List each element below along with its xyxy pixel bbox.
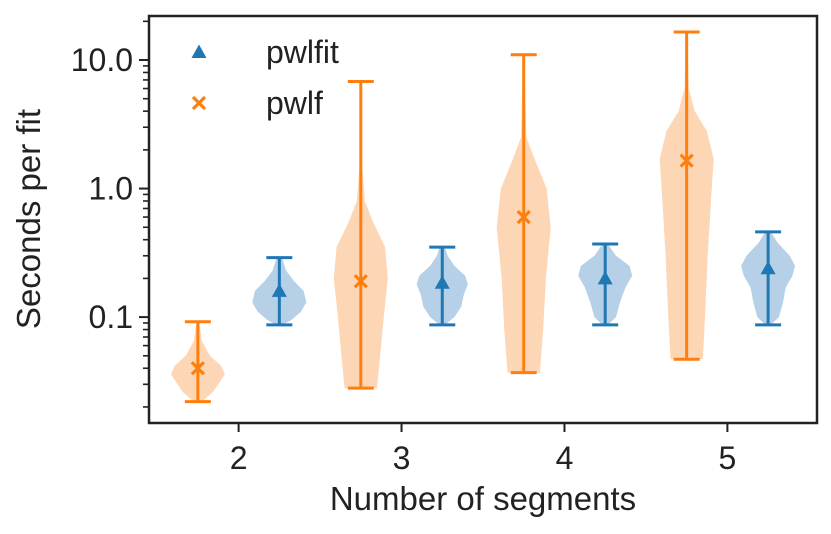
y-axis-label: Seconds per fit bbox=[10, 109, 47, 329]
plot-frame bbox=[147, 14, 819, 425]
marker-pwlfit-3 bbox=[434, 275, 450, 289]
legend-label-pwlfit: pwlfit bbox=[266, 34, 339, 70]
marker-pwlf-2 bbox=[190, 361, 206, 376]
y-tick-label: 10.0 bbox=[71, 42, 133, 78]
x-tick-label: 4 bbox=[556, 440, 574, 476]
legend-label-pwlf: pwlf bbox=[266, 85, 323, 121]
legend: pwlfit pwlf bbox=[191, 34, 339, 121]
marker-pwlf-5 bbox=[679, 153, 694, 168]
marker-pwlf-3 bbox=[353, 274, 368, 289]
marker-pwlf-4 bbox=[516, 209, 531, 225]
marker-pwlfit-4 bbox=[597, 270, 613, 285]
y-tick-label: 1.0 bbox=[89, 171, 133, 207]
x-tick-label: 2 bbox=[230, 440, 248, 476]
x-tick-label: 5 bbox=[718, 440, 736, 476]
violins bbox=[170, 32, 796, 402]
x-axis-ticks: 2 3 4 5 bbox=[230, 423, 736, 476]
x-axis-label: Number of segments bbox=[330, 480, 636, 517]
marker-pwlfit-2 bbox=[271, 283, 287, 297]
y-axis-ticks: 0.1 1.0 10.0 bbox=[71, 20, 149, 408]
legend-marker-pwlf bbox=[191, 95, 207, 111]
legend-marker-pwlfit bbox=[191, 44, 207, 58]
x-tick-label: 3 bbox=[393, 440, 411, 476]
median-markers bbox=[190, 153, 776, 376]
y-tick-label: 0.1 bbox=[89, 299, 133, 335]
marker-pwlfit-5 bbox=[760, 260, 776, 275]
